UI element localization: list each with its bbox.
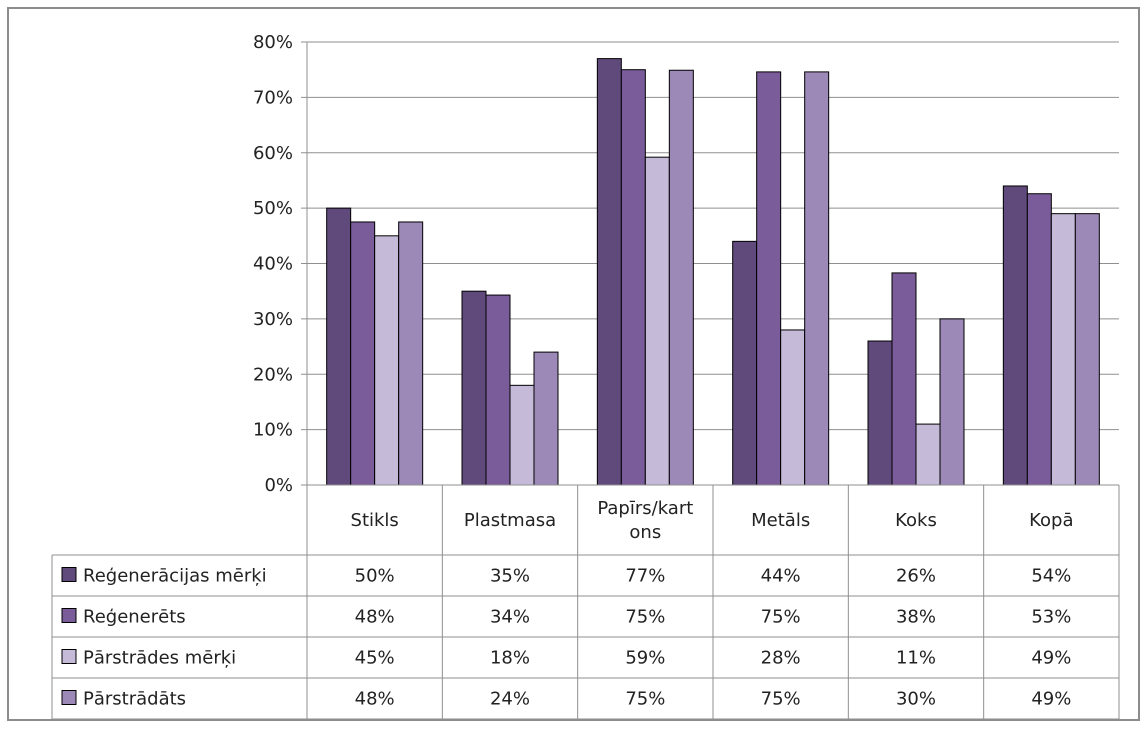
bar [485,294,511,486]
data-label: 54% [1031,566,1071,587]
bar [350,221,376,486]
data-label: 34% [490,607,530,628]
bar [867,340,893,486]
data-label: 59% [625,648,665,669]
y-tick-label: 40% [253,254,293,275]
y-tick-label: 0% [264,475,293,496]
data-label: 38% [896,607,936,628]
data-label: 53% [1031,607,1071,628]
bar [939,318,965,486]
y-tick-label: 70% [253,87,293,108]
data-label: 18% [490,648,530,669]
data-label: 48% [355,607,395,628]
bar [1002,185,1028,486]
data-label: 26% [896,566,936,587]
category-label: Plastmasa [464,510,556,531]
legend-key [61,649,77,664]
data-label: 49% [1031,648,1071,669]
data-label: 75% [625,689,665,710]
legend-key [61,690,77,705]
data-label: 11% [896,648,936,669]
legend-series-name: Pārstrādes mērķi [83,648,236,669]
y-tick-label: 50% [253,198,293,219]
bar [756,71,782,486]
data-label: 75% [625,607,665,628]
legend-key [61,567,77,582]
bar [1026,193,1052,486]
category-label: ons [629,522,661,543]
y-tick-label: 60% [253,143,293,164]
category-label: Koks [895,510,937,531]
bar [915,423,941,486]
y-tick-label: 30% [253,309,293,330]
category-label: Metāls [751,510,810,531]
data-label: 24% [490,689,530,710]
bar [644,156,670,486]
bar [732,240,758,486]
bar [804,71,830,486]
bar [374,235,400,486]
bar [620,69,646,486]
data-label: 44% [761,566,801,587]
y-tick-label: 80% [253,32,293,53]
category-label: Stikls [351,510,399,531]
data-label: 35% [490,566,530,587]
y-tick-label: 20% [253,364,293,385]
legend-series-name: Pārstrādāts [83,689,186,710]
legend-series-name: Reģenerēts [83,607,186,628]
data-label: 75% [761,607,801,628]
bar [596,58,622,486]
data-label: 49% [1031,689,1071,710]
data-label: 77% [625,566,665,587]
y-tick-label: 10% [253,420,293,441]
legend-key [61,608,77,623]
bar [668,69,694,486]
data-label: 75% [761,689,801,710]
bar [1074,213,1100,486]
bar [461,290,487,486]
bar [326,207,352,486]
bar [1050,213,1076,486]
bar [533,351,559,486]
data-label: 48% [355,689,395,710]
legend-series-name: Reģenerācijas mērķi [83,566,267,587]
category-label: Kopā [1029,510,1073,531]
bar [509,384,535,486]
data-label: 50% [355,566,395,587]
bar [780,329,806,486]
data-label: 30% [896,689,936,710]
bar [891,272,917,486]
data-label: 45% [355,648,395,669]
category-label: Papīrs/kart [597,498,693,519]
bar [398,221,424,486]
data-label: 28% [761,648,801,669]
